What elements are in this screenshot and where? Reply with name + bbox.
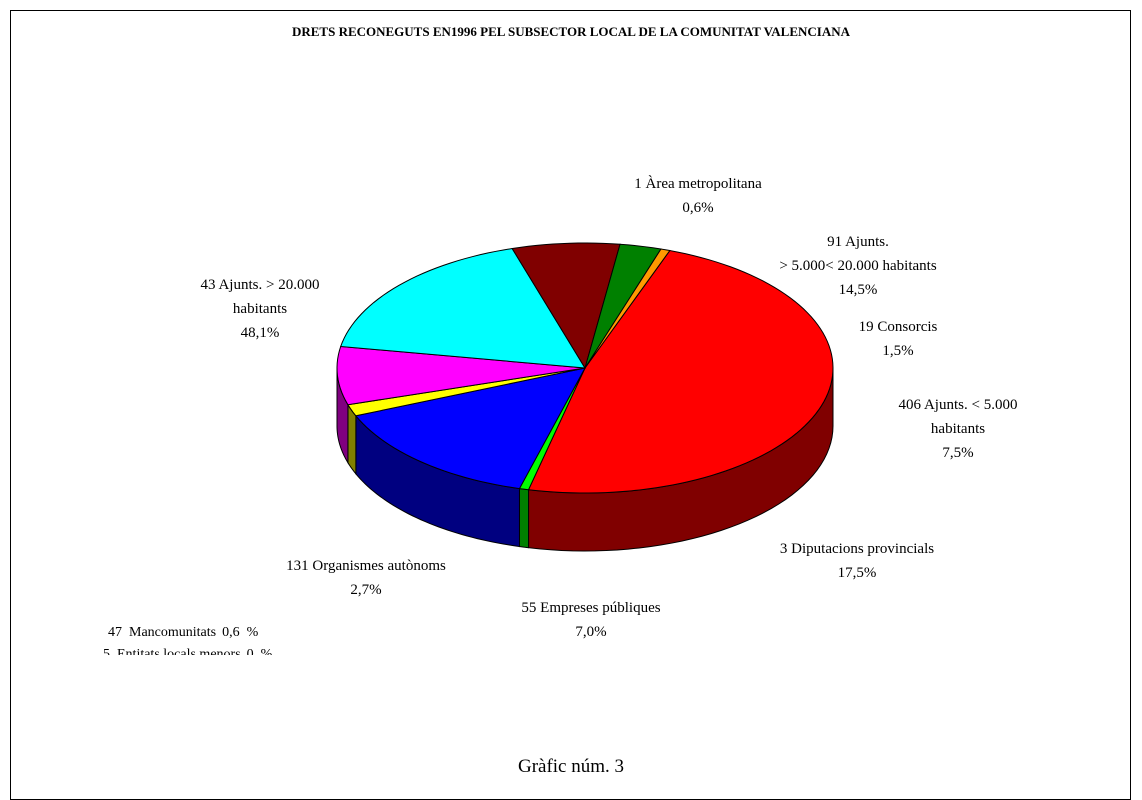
clip: 47 Mancomunitats 0,6 % 5 Entitats locals m…: [0, 615, 600, 655]
value-label: 0 %: [246, 647, 273, 655]
slice-label: 91 Ajunts. > 5.000< 20.000 habitants 14,5…: [779, 230, 936, 302]
category-label: 47 Mancomunitats: [108, 625, 217, 640]
value-label: 7,5%: [942, 445, 974, 461]
slice-label: 47 Mancomunitats 0,6 %: [108, 623, 258, 643]
slice-label: 43 Ajunts. > 20.000 habitants 48,1%: [201, 273, 320, 345]
slice: [336, 345, 586, 406]
category-label: 1 Àrea metropolitana: [634, 176, 762, 192]
value-label: 1,5%: [882, 343, 914, 359]
slice: [527, 249, 834, 494]
slice-side: [518, 487, 530, 549]
slice: [584, 248, 671, 369]
value-label: 0,6%: [682, 200, 714, 216]
value-label: 7,0%: [575, 624, 607, 640]
category-label: 91 Ajunts. > 5.000< 20.000 habitants: [779, 234, 937, 274]
slice-label: 3 Diputacions provincials 17,5%: [780, 537, 934, 585]
category-label: 43 Ajunts. > 20.000 habitants: [200, 277, 320, 317]
slice: [584, 243, 662, 369]
value-label: 2,7%: [350, 582, 382, 598]
slice: [511, 242, 621, 370]
caption: Gràfic núm. 3: [517, 756, 625, 777]
value-label: 48,1%: [240, 325, 280, 341]
chart-title: DRETS RECONEGUTS EN1996 PEL SUBSECTOR LO…: [291, 24, 851, 39]
value-label: 17,5%: [837, 565, 877, 581]
tops: [336, 242, 834, 494]
slice-label: 55 Empreses públiques 7,0%: [521, 596, 660, 644]
category-label: 406 Ajunts. < 5.000 habitants: [898, 397, 1018, 437]
slice-label: 406 Ajunts. < 5.000 habitants 7,5%: [899, 393, 1018, 465]
slice-label: 131 Organismes autònoms 2,7%: [286, 554, 446, 602]
category-label: 5 Entitats locals menors: [103, 647, 241, 655]
slice-label: 5 Entitats locals menors 0 %: [103, 645, 272, 655]
category-label: 19 Consorcis: [858, 319, 938, 335]
slice: [340, 247, 586, 369]
value-label: 0,6 %: [222, 625, 259, 640]
slice: [354, 367, 586, 490]
value-label: 14,5%: [838, 282, 878, 298]
category-label: 131 Organismes autònoms: [286, 558, 446, 574]
slice-label: 19 Consorcis 1,5%: [859, 315, 938, 363]
slice-label: 1 Àrea metropolitana 0,6%: [634, 172, 761, 220]
category-label: 55 Empreses públiques: [521, 600, 661, 616]
category-label: 3 Diputacions provincials: [779, 541, 935, 557]
